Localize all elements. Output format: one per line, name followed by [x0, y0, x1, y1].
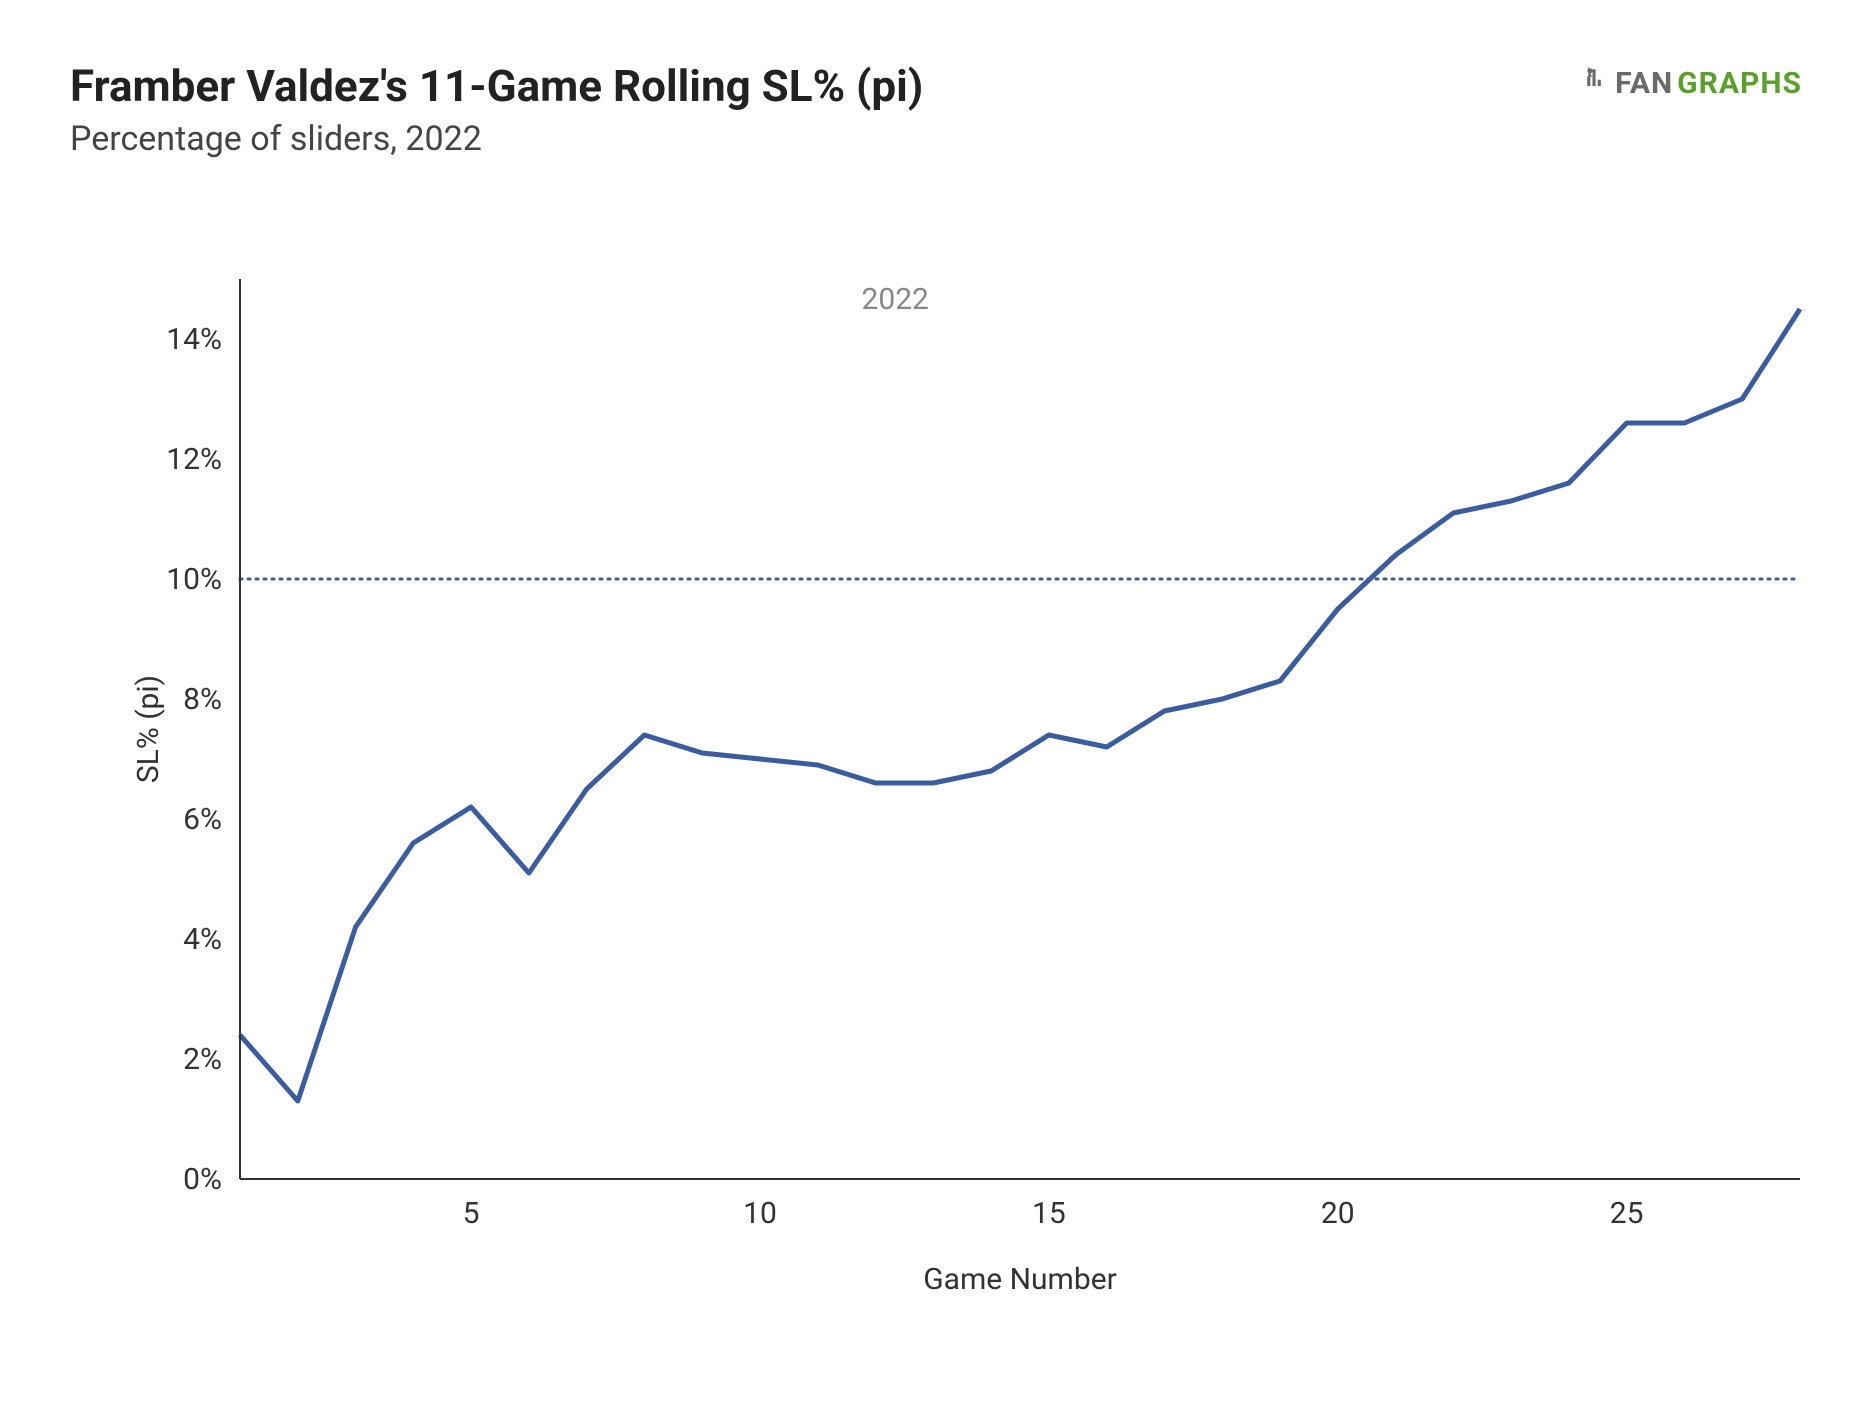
y-tick-label: 14%	[166, 322, 222, 357]
logo-icon	[1583, 65, 1611, 100]
y-axis-label: SL% (pi)	[131, 675, 166, 783]
series-label: 2022	[861, 282, 928, 317]
chart-subtitle: Percentage of sliders, 2022	[70, 119, 1583, 159]
y-tick-label: 6%	[183, 802, 222, 837]
chart-svg: 2022 0% 2% 4% 6% 8% 10% 12% 14% 5 10 15 20 25 SL% (…	[130, 279, 1810, 1379]
data-line	[240, 309, 1800, 1101]
y-ticks: 0% 2% 4% 6% 8% 10% 12% 14%	[166, 322, 222, 1197]
fangraphs-logo: FANGRAPHS	[1583, 66, 1802, 101]
chart-area: 2022 0% 2% 4% 6% 8% 10% 12% 14% 5 10 15 20 25 SL% (…	[130, 279, 1810, 1299]
y-tick-label: 8%	[183, 682, 222, 717]
y-tick-label: 0%	[183, 1162, 222, 1197]
y-tick-label: 2%	[183, 1042, 222, 1077]
x-tick-label: 5	[463, 1196, 480, 1231]
x-tick-label: 10	[743, 1196, 777, 1231]
x-ticks: 5 10 15 20 25	[463, 1196, 1644, 1231]
y-tick-label: 4%	[183, 922, 222, 957]
x-axis-label: Game Number	[923, 1262, 1117, 1297]
x-tick-label: 20	[1321, 1196, 1355, 1231]
x-tick-label: 15	[1032, 1196, 1066, 1231]
chart-header: Framber Valdez's 11-Game Rolling SL% (pi…	[70, 60, 1802, 159]
x-tick-label: 25	[1610, 1196, 1644, 1231]
logo-text-fan: FAN	[1615, 66, 1673, 101]
logo-text-graphs: GRAPHS	[1677, 66, 1802, 101]
chart-title: Framber Valdez's 11-Game Rolling SL% (pi…	[70, 60, 1583, 113]
y-tick-label: 12%	[166, 442, 222, 477]
title-block: Framber Valdez's 11-Game Rolling SL% (pi…	[70, 60, 1583, 159]
y-tick-label: 10%	[166, 562, 222, 597]
